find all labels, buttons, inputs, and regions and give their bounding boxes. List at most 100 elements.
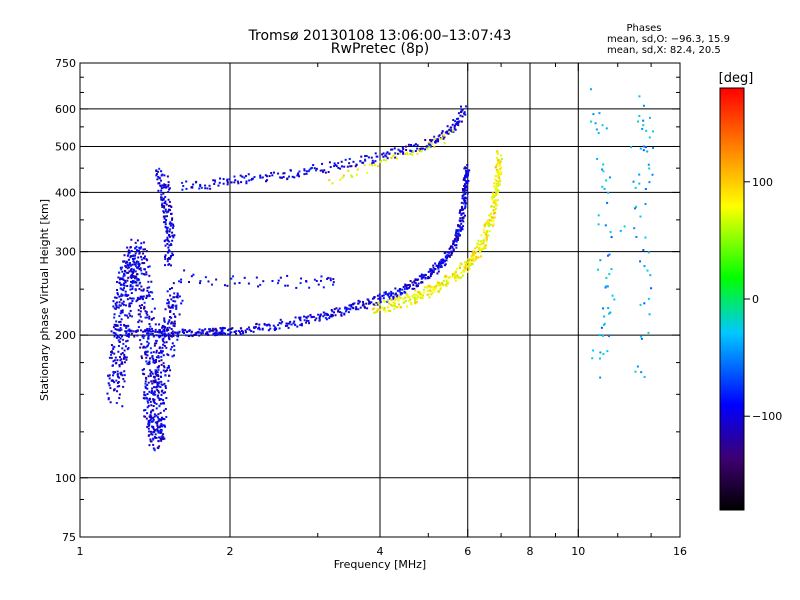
scatter-point <box>110 353 113 356</box>
scatter-point <box>117 344 120 347</box>
scatter-point <box>167 181 170 184</box>
scatter-point <box>123 355 126 358</box>
scatter-point <box>127 335 130 338</box>
scatter-point <box>463 177 466 180</box>
scatter-point <box>404 283 407 286</box>
scatter-point <box>649 274 652 277</box>
scatter-point <box>286 324 289 327</box>
scatter-point <box>391 304 394 307</box>
x-tick-label: 16 <box>673 545 687 558</box>
scatter-point <box>163 327 166 330</box>
scatter-point <box>167 301 170 304</box>
scatter-point <box>125 330 128 333</box>
scatter-point <box>460 226 463 229</box>
scatter-point <box>115 304 118 307</box>
scatter-point <box>147 375 150 378</box>
scatter-point <box>414 150 417 153</box>
scatter-point <box>163 330 166 333</box>
scatter-point <box>169 228 172 231</box>
scatter-point <box>115 333 118 336</box>
scatter-point <box>286 284 289 287</box>
scatter-point <box>438 290 441 293</box>
scatter-point <box>296 325 299 328</box>
scatter-point <box>204 276 207 279</box>
scatter-point <box>462 189 465 192</box>
scatter-point <box>118 271 121 274</box>
scatter-point <box>341 176 344 179</box>
scatter-point <box>111 351 114 354</box>
scatter-point <box>636 365 639 368</box>
scatter-point <box>449 126 452 129</box>
scatter-point <box>144 329 147 332</box>
scatter-point <box>108 356 111 359</box>
scatter-point <box>494 186 497 189</box>
scatter-point <box>437 267 440 270</box>
scatter-point <box>108 374 111 377</box>
scatter-point <box>157 189 160 192</box>
scatter-point <box>142 252 145 255</box>
scatter-point <box>410 301 413 304</box>
scatter-point <box>108 384 111 387</box>
scatter-point <box>412 150 415 153</box>
scatter-point <box>125 340 128 343</box>
scatter-point <box>163 418 166 421</box>
scatter-point <box>158 418 161 421</box>
scatter-point <box>168 249 171 252</box>
scatter-point <box>422 291 425 294</box>
scatter-point <box>455 267 458 270</box>
scatter-point <box>170 222 173 225</box>
scatter-point <box>328 179 331 182</box>
scatter-point <box>332 314 335 317</box>
scatter-point <box>598 112 601 115</box>
scatter-point <box>151 330 154 333</box>
scatter-point <box>492 209 495 212</box>
scatter-point <box>392 301 395 304</box>
scatter-point <box>420 275 423 278</box>
scatter-point <box>279 276 282 279</box>
scatter-point <box>147 427 150 430</box>
scatter-point <box>309 314 312 317</box>
scatter-point <box>198 282 201 285</box>
scatter-point <box>118 301 121 304</box>
scatter-point <box>119 312 122 315</box>
scatter-point <box>151 332 154 335</box>
scatter-point <box>386 293 389 296</box>
scatter-point <box>190 334 193 337</box>
scatter-point <box>155 174 158 177</box>
scatter-point <box>120 310 123 313</box>
scatter-point <box>221 332 224 335</box>
scatter-point <box>386 300 389 303</box>
scatter-point <box>374 152 377 155</box>
scatter-point <box>116 293 119 296</box>
scatter-point <box>171 355 174 358</box>
scatter-point <box>639 215 642 218</box>
scatter-point <box>123 357 126 360</box>
scatter-point <box>259 174 262 177</box>
scatter-point <box>198 328 201 331</box>
scatter-point <box>160 189 163 192</box>
scatter-point <box>381 294 384 297</box>
scatter-point <box>454 128 457 131</box>
scatter-point <box>154 342 157 345</box>
scatter-point <box>479 247 482 250</box>
scatter-point <box>377 297 380 300</box>
scatter-point <box>458 266 461 269</box>
scatter-point <box>128 251 131 254</box>
scatter-point <box>135 284 138 287</box>
scatter-point <box>488 230 491 233</box>
scatter-point <box>647 251 650 254</box>
scatter-point <box>139 315 142 318</box>
scatter-point <box>166 231 169 234</box>
scatter-point <box>312 164 315 167</box>
scatter-point <box>466 173 469 176</box>
scatter-point <box>116 381 119 384</box>
scatter-point <box>382 152 385 155</box>
scatter-point <box>166 236 169 239</box>
scatter-point <box>463 261 466 264</box>
scatter-point <box>463 207 466 210</box>
scatter-point <box>162 433 165 436</box>
scatter-point <box>266 323 269 326</box>
scatter-point <box>118 282 121 285</box>
scatter-point <box>498 162 501 165</box>
scatter-point <box>178 313 181 316</box>
